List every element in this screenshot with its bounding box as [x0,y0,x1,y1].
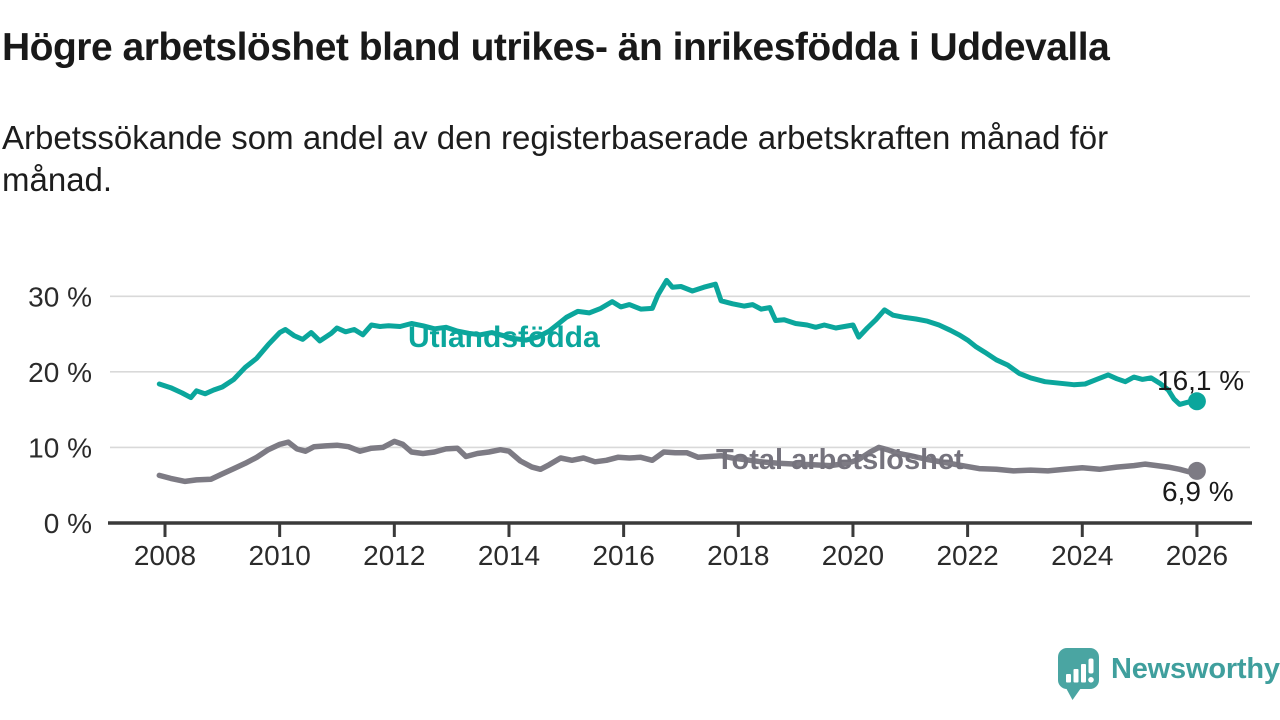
subtitle-line-2: månad. [2,161,113,198]
x-axis-tick-label: 2018 [707,540,769,571]
end-value-utlandsfodda: 16,1 % [1157,365,1245,396]
x-axis-tick-label: 2014 [478,540,540,571]
series-label-utlandsfodda: Utlandsfödda [408,321,600,354]
x-axis-tick-label: 2020 [822,540,884,571]
newsworthy-logo-text: Newsworthy [1111,652,1280,685]
y-axis-tick-label: 10 % [28,432,92,463]
x-axis-tick-label: 2010 [249,540,311,571]
end-value-total-arbetsloshet: 6,9 % [1162,476,1234,507]
page-title: Högre arbetslöshet bland utrikes- än inr… [2,26,1110,69]
x-axis-tick-label: 2016 [592,540,654,571]
series-end-dot-1 [1187,461,1206,480]
series-end-dot-0 [1187,392,1206,411]
newsworthy-logo-icon [1058,648,1099,700]
subtitle-line-1: Arbetssökande som andel av den registerb… [2,119,1109,156]
x-axis-tick-label: 2022 [936,540,998,571]
series-line-0 [156,277,1200,407]
y-axis-tick-label: 0 % [44,508,92,539]
chart-subtitle: Arbetssökande som andel av den registerb… [2,117,1212,201]
y-axis-tick-label: 20 % [28,357,92,388]
series-label-total-arbetsloshet: Total arbetslöshet [716,444,964,476]
x-axis-tick-label: 2026 [1166,540,1228,571]
x-axis-tick-label: 2012 [363,540,425,571]
x-axis-tick-label: 2024 [1051,540,1113,571]
y-axis-tick-label: 30 % [28,281,92,312]
newsworthy-logo: Newsworthy [1056,646,1280,702]
x-axis-tick-label: 2008 [134,540,196,571]
series-line-1 [156,438,1200,485]
